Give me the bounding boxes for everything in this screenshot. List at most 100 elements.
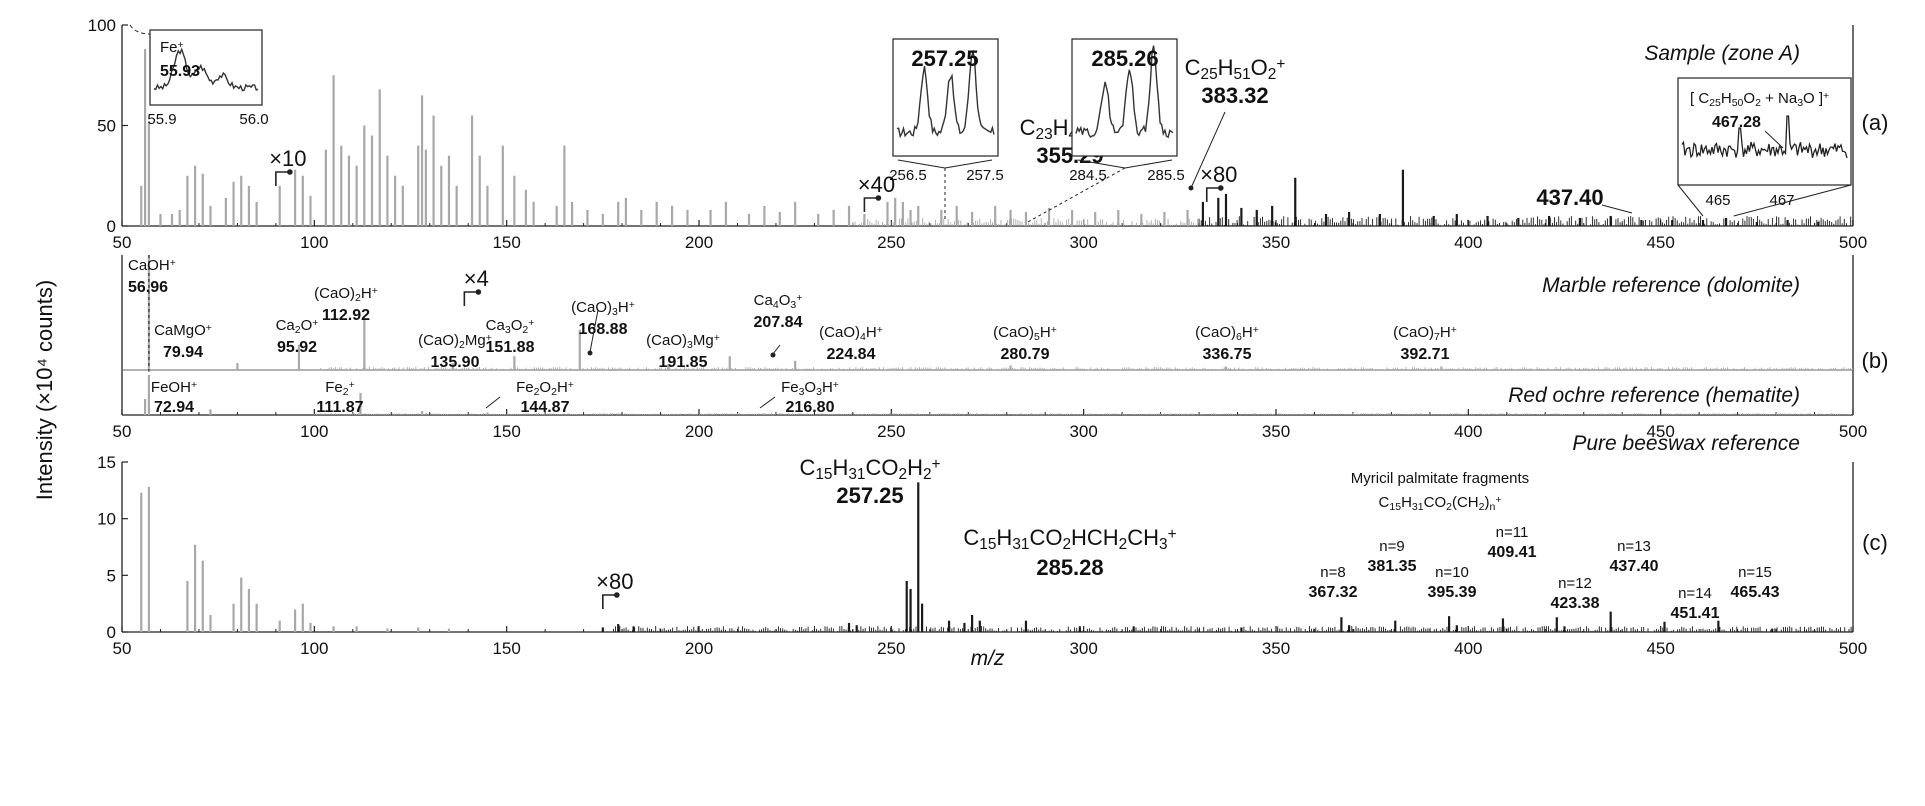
formula-part: 2 [551, 386, 557, 398]
formula-part: Mg [693, 332, 714, 349]
beeswax-value-285: 285.28 [1036, 555, 1103, 580]
marble-ion-value: 392.71 [1401, 346, 1450, 363]
formula-part: + [1276, 56, 1285, 73]
inset-257-frame [892, 38, 999, 157]
x-tick-label: 450 [1646, 639, 1674, 658]
marble-ion-label: CaMgO+ [154, 322, 212, 339]
scale-dot [475, 289, 482, 295]
formula-part: 2 [1062, 536, 1071, 553]
x-tick-label: 400 [1454, 422, 1482, 441]
formula-part: 4 [860, 331, 866, 343]
formula-part: C [963, 525, 979, 550]
formula-part: (CaO) [646, 332, 687, 349]
inset-285-brace-r [1124, 159, 1173, 169]
x-tick-label: 200 [685, 422, 713, 441]
scale-mark-x4: ×4 [464, 266, 489, 291]
scale-bracket [602, 594, 617, 609]
inset-257-value: 257.25 [911, 46, 978, 71]
inset-467-trace [1681, 115, 1848, 159]
formula-part: + [528, 317, 534, 329]
ochre-ion-value: 144.87 [521, 399, 570, 416]
formula-part: + [568, 379, 574, 391]
marble-ion-value: 224.84 [827, 346, 876, 363]
marble-ion-value: 336.75 [1203, 346, 1252, 363]
formula-part: O [1743, 90, 1755, 107]
formula-part: Mg [465, 332, 486, 349]
formula-part: + [191, 379, 197, 391]
formula-part: H [1040, 324, 1051, 341]
formula-part: (CaO) [418, 332, 459, 349]
fragment-n-label: n=10 [1435, 564, 1469, 581]
formula-part: 3 [1797, 97, 1803, 109]
y-tick-label: 100 [88, 16, 116, 35]
scale-bracket [1205, 187, 1221, 202]
formula-part: + [629, 299, 635, 311]
formula-part: HCH [1071, 525, 1119, 550]
formula-part: 2 [295, 324, 301, 336]
inset-285-value: 285.26 [1091, 46, 1158, 71]
formula-part: 3 [790, 299, 796, 311]
formula-part: O [511, 317, 523, 334]
inset-467-value: 467.28 [1712, 114, 1761, 131]
formula-part: 3 [612, 306, 618, 318]
fragments-formula: C15H31CO2(CH2)n+ [1379, 494, 1502, 513]
formula-part: O [1251, 55, 1268, 80]
formula-part: H [1721, 90, 1732, 107]
fragment-n-label: n=9 [1379, 538, 1404, 555]
scale-dot [875, 195, 882, 201]
formula-part: H [1242, 324, 1253, 341]
scale-mark-x80: ×80 [1200, 162, 1237, 187]
inset-257-brace-l [897, 159, 946, 169]
scale-mark-x10: ×10 [269, 146, 306, 171]
panel-a-noise-dark [1198, 216, 1854, 226]
y-tick-label: 50 [97, 117, 116, 136]
marble-ion-value: 112.92 [322, 307, 370, 324]
formula-part: C [1020, 115, 1036, 140]
formula-part: 3 [816, 386, 822, 398]
marble-noise [313, 367, 1853, 370]
fragment-n-label: n=12 [1558, 575, 1592, 592]
formula-part: H [1218, 55, 1234, 80]
formula-part: 2 [899, 466, 908, 483]
formula-part: 3 [687, 339, 693, 351]
inset-285-brace-l [1077, 159, 1126, 169]
formula-part: 23 [1036, 126, 1053, 143]
y-tick-label: 0 [107, 623, 116, 642]
formula-part: + Na [1761, 90, 1798, 107]
formula-part: H [866, 324, 877, 341]
formula-part: 2 [1755, 97, 1761, 109]
formula-part: 31 [848, 466, 865, 483]
formula-part: 5 [1034, 331, 1040, 343]
ochre-ion-label: FeOH+ [151, 379, 197, 396]
scale-dot [614, 592, 620, 598]
x-tick-label: 250 [877, 639, 905, 658]
formula-part: (CH [1452, 494, 1479, 511]
formula-part: O [301, 317, 313, 334]
y-tick-label: 0 [107, 217, 116, 236]
formula-part: 7 [1434, 331, 1440, 343]
formula-part: Ca [486, 317, 506, 334]
x-tick-label: 500 [1839, 422, 1867, 441]
formula-part: + [312, 317, 318, 329]
inset-257-trace [896, 49, 995, 139]
formula-part: + [170, 257, 176, 269]
annotation-dot-383 [1188, 185, 1194, 191]
formula-part: 25 [1709, 97, 1721, 109]
fragment-value: 409.41 [1488, 544, 1537, 561]
beeswax-value-257: 257.25 [836, 483, 903, 508]
ochre-ion-label: Fe3O3H+ [781, 379, 839, 398]
x-tick-label: 400 [1454, 639, 1482, 658]
formula-part: 15 [1389, 501, 1401, 513]
inset-fe-value: 55.93 [160, 63, 200, 80]
marble-ion-value: 191.85 [659, 354, 708, 371]
x-tick-label: 450 [1646, 233, 1674, 252]
y-tick-label: 15 [97, 453, 116, 472]
scale-dot [1217, 185, 1224, 191]
fragments-title: Myricil palmitate fragments [1351, 470, 1529, 487]
inset-467-brace-r [1733, 184, 1852, 217]
formula-part: Ca [754, 292, 774, 309]
formula-part: 2 [923, 466, 932, 483]
formula-part: 3 [799, 386, 805, 398]
formula-part: H [1053, 115, 1069, 140]
inset-285-xmin: 284.5 [1069, 167, 1107, 184]
